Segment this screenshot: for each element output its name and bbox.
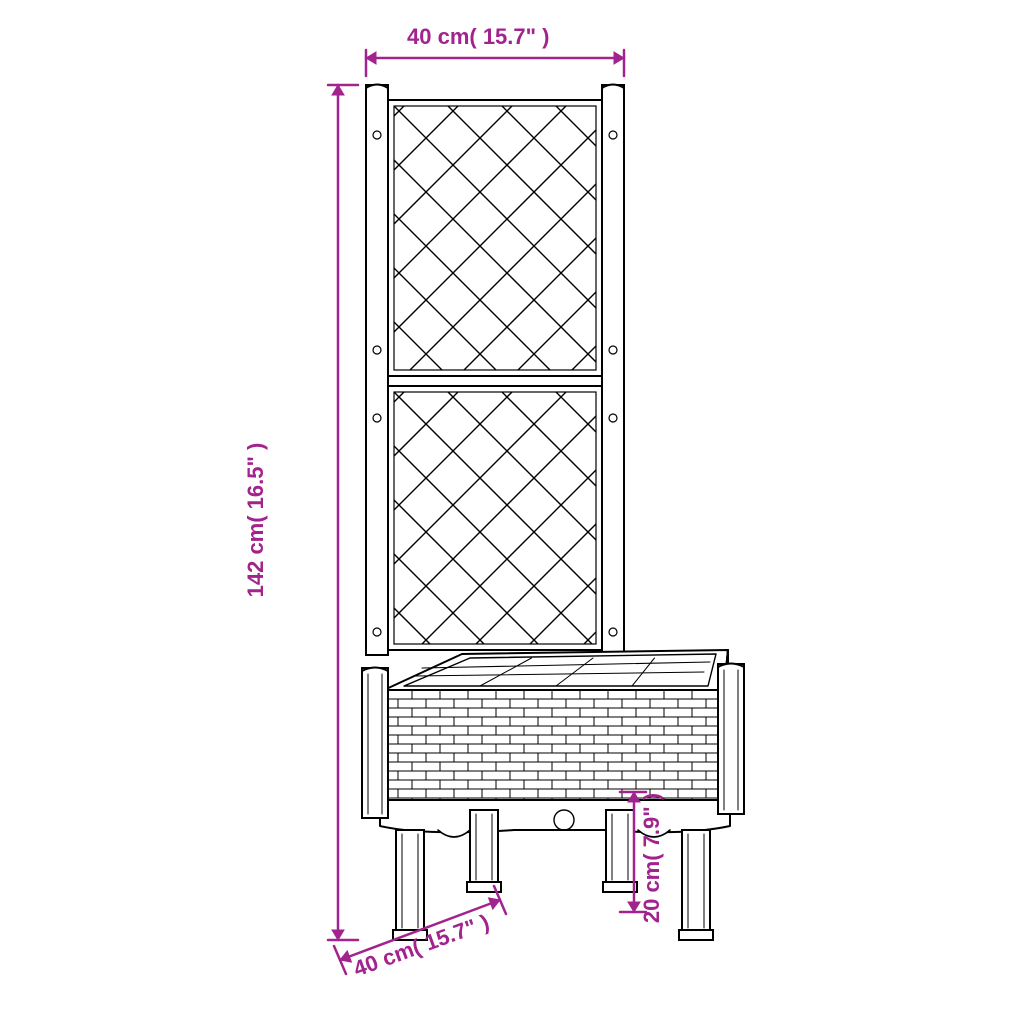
dim-leg-label: 20 cm( 7.9" ) xyxy=(639,793,665,923)
product-diagram xyxy=(0,0,1024,1024)
dim-height-label: 142 cm( 16.5" ) xyxy=(243,443,269,598)
dim-width-label: 40 cm( 15.7" ) xyxy=(407,24,550,50)
